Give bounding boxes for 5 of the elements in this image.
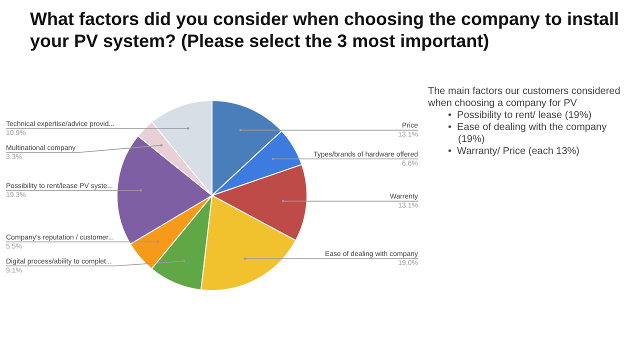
text: The main factors our customers considered when choosing a company for PV xyxy=(428,86,622,110)
text: • Warranty/ Price (each 13%) xyxy=(448,146,581,158)
chart-title: What factors did you consider when choosing the company to install your PV system? (Please select the 3 most important) xyxy=(30,8,620,52)
text: • Ease of dealing with the company (19%) xyxy=(448,122,608,146)
text: • Possibility to rent/ lease (19%) xyxy=(448,110,593,122)
